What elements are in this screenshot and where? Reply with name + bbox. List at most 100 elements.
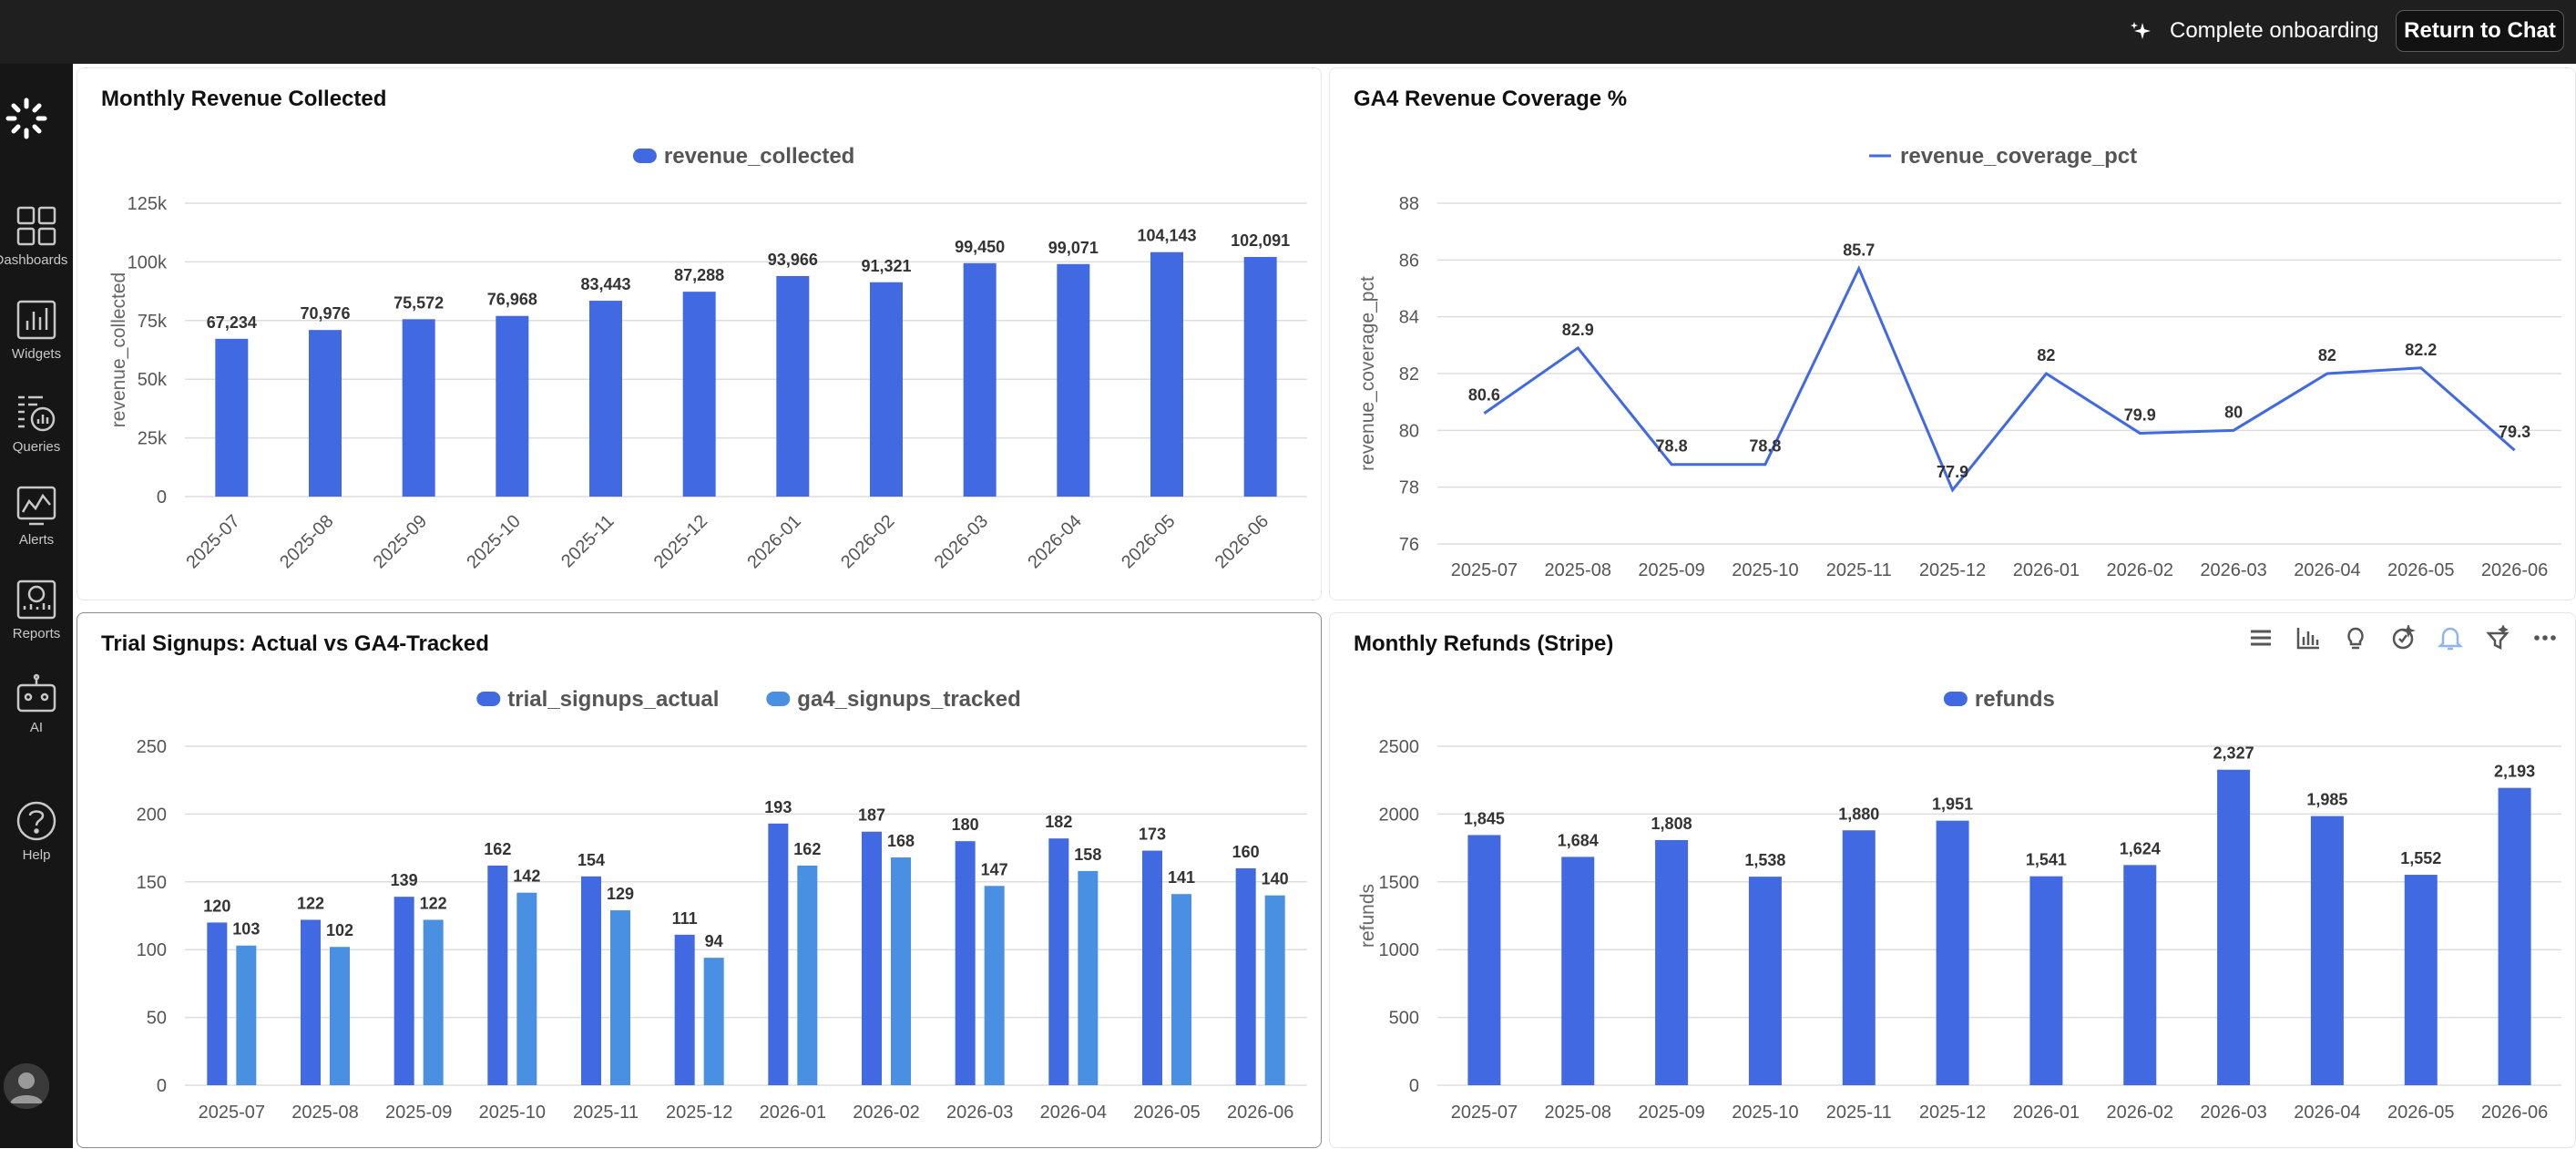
bar[interactable] <box>423 919 444 1085</box>
y-tick-label: 100k <box>128 252 168 272</box>
bar[interactable] <box>207 922 228 1085</box>
data-label: 2,193 <box>2494 763 2535 781</box>
bar[interactable] <box>330 947 350 1085</box>
bar[interactable] <box>776 275 810 497</box>
bar[interactable] <box>1655 839 1689 1085</box>
bar[interactable] <box>703 958 724 1085</box>
sidebar-item-dashboards[interactable]: Dashboards <box>0 205 73 268</box>
bar[interactable] <box>963 262 997 497</box>
x-tick-label: 2026-02 <box>2107 560 2173 580</box>
bar[interactable] <box>1171 894 1191 1085</box>
sidebar-item-ai[interactable]: AI <box>0 672 73 735</box>
bar[interactable] <box>2217 769 2251 1085</box>
bar[interactable] <box>581 876 601 1085</box>
sidebar-item-queries[interactable]: Queries <box>0 392 73 455</box>
x-tick-label: 2026-04 <box>2294 1103 2360 1123</box>
x-tick-label: 2025-08 <box>276 511 337 572</box>
series-line[interactable] <box>1483 265 2516 493</box>
bar[interactable] <box>496 315 529 497</box>
bar[interactable] <box>891 857 911 1085</box>
sidebar-item-widgets[interactable]: Widgets <box>0 299 73 362</box>
data-label: 80.6 <box>1468 386 1500 405</box>
x-tick-label: 2026-05 <box>2387 1103 2454 1123</box>
bar[interactable] <box>1748 877 1782 1085</box>
bar[interactable] <box>2498 787 2531 1085</box>
legend-label[interactable]: revenue_coverage_pct <box>1900 144 2137 169</box>
dashboards-icon <box>16 206 56 246</box>
sidebar-item-reports[interactable]: Reports <box>0 579 73 641</box>
complete-onboarding-link[interactable]: Complete onboarding <box>2130 13 2379 49</box>
user-avatar[interactable] <box>4 1063 49 1109</box>
bar[interactable] <box>2310 816 2344 1085</box>
chart-view-button[interactable] <box>2295 624 2322 651</box>
legend-swatch[interactable] <box>632 149 657 163</box>
bar[interactable] <box>402 319 435 497</box>
bar[interactable] <box>610 910 630 1085</box>
bar[interactable] <box>1243 257 1277 497</box>
bar[interactable] <box>862 831 882 1085</box>
coverage-chart-panel[interactable]: GA4 Revenue Coverage % 76 78 80 82 84 86 88 rev… <box>1329 67 2576 600</box>
return-to-chat-button[interactable]: Return to Chat <box>2396 10 2564 52</box>
bar[interactable] <box>1561 857 1595 1085</box>
bar[interactable] <box>1235 867 1256 1085</box>
data-label: 1,552 <box>2400 849 2441 867</box>
bar[interactable] <box>1048 838 1069 1085</box>
legend-swatch[interactable] <box>766 692 791 706</box>
list-view-button[interactable] <box>2247 624 2274 651</box>
data-label: 85.7 <box>1843 241 1875 260</box>
sidebar-item-alerts[interactable]: Alerts <box>0 485 73 548</box>
bar[interactable] <box>2029 876 2063 1085</box>
bar[interactable] <box>394 897 414 1085</box>
bar[interactable] <box>1842 830 1876 1085</box>
bar[interactable] <box>1142 850 1162 1085</box>
bar[interactable] <box>984 886 1005 1085</box>
bar[interactable] <box>1264 895 1285 1085</box>
data-label: 2,327 <box>2213 744 2254 763</box>
revenue-chart-panel[interactable]: Monthly Revenue Collected 0 25k 50k 75k 100k… <box>77 67 1322 600</box>
x-tick-label: 2025-09 <box>1638 560 1704 580</box>
legend-label[interactable]: revenue_collected <box>664 144 854 169</box>
bar[interactable] <box>215 338 249 497</box>
bar[interactable] <box>1936 820 1969 1085</box>
legend-label[interactable]: refunds <box>1975 687 2055 712</box>
bar[interactable] <box>682 292 716 497</box>
data-label: 154 <box>578 851 605 869</box>
ai-explain-button[interactable] <box>2389 624 2417 651</box>
more-options-button[interactable] <box>2531 624 2559 651</box>
x-tick-label: 2026-05 <box>2387 560 2454 580</box>
legend-label[interactable]: ga4_signups_tracked <box>797 687 1020 712</box>
sidebar-item-label: Alerts <box>18 532 55 548</box>
bar[interactable] <box>589 301 622 497</box>
x-tick-label: 2025-09 <box>385 1103 452 1123</box>
bar[interactable] <box>2123 865 2157 1085</box>
data-label: 141 <box>1168 868 1195 887</box>
bar[interactable] <box>955 841 976 1085</box>
ai-icon <box>16 673 56 713</box>
app-logo[interactable] <box>0 91 53 146</box>
bar[interactable] <box>2404 875 2438 1085</box>
filter-button[interactable] <box>2484 624 2511 651</box>
bar[interactable] <box>236 945 257 1085</box>
bar[interactable] <box>309 330 342 497</box>
bar[interactable] <box>1467 835 1501 1085</box>
bar[interactable] <box>1150 251 1183 497</box>
alert-button[interactable] <box>2437 624 2464 651</box>
bar[interactable] <box>1078 870 1099 1085</box>
legend-swatch[interactable] <box>1943 692 1968 706</box>
bar[interactable] <box>674 934 695 1085</box>
sidebar-item-help[interactable]: Help <box>0 800 73 863</box>
refunds-chart-panel[interactable]: Monthly Refunds (Stripe) 0 500 1000 1500 200… <box>1329 612 2576 1148</box>
legend-swatch[interactable] <box>476 692 501 706</box>
bar[interactable] <box>516 892 537 1085</box>
bar[interactable] <box>768 823 789 1085</box>
bar[interactable] <box>301 919 321 1085</box>
bar[interactable] <box>870 282 903 497</box>
data-label: 78.8 <box>1749 437 1781 456</box>
help-icon <box>16 801 56 841</box>
legend-label[interactable]: trial_signups_actual <box>507 687 719 712</box>
bar[interactable] <box>1057 263 1090 497</box>
bar[interactable] <box>797 865 818 1085</box>
bar[interactable] <box>487 865 508 1085</box>
insights-button[interactable] <box>2342 624 2369 651</box>
signups-chart-panel[interactable]: Trial Signups: Actual vs GA4-Tracked 0 50… <box>77 612 1322 1148</box>
